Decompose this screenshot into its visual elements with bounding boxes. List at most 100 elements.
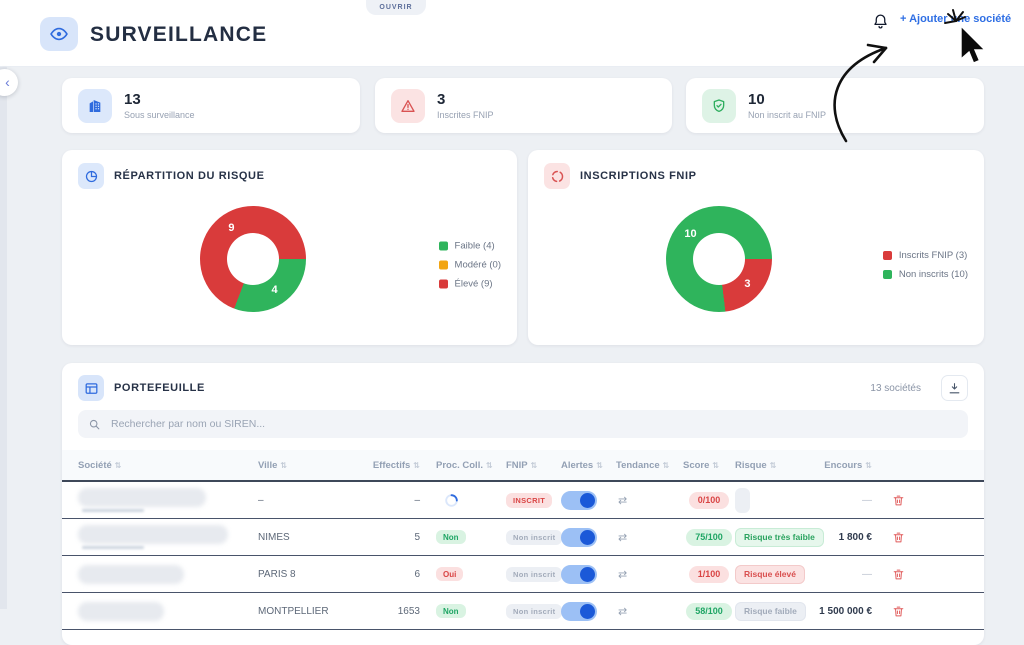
sidebar-collapse-button[interactable]: ‹: [0, 69, 18, 96]
delete-button[interactable]: [890, 603, 907, 620]
cell-societe: [78, 488, 258, 512]
legend-label: Inscrits FNIP (3): [898, 250, 968, 261]
cell-proc-coll: Non: [428, 530, 498, 544]
legend-item: Non inscrits (10): [882, 269, 968, 280]
redacted-company-siren: [82, 546, 144, 549]
chart-card: INSCRIPTIONS FNIP 3 10 Inscrits FNIP (3) N…: [528, 150, 984, 345]
alertes-toggle[interactable]: [561, 564, 597, 584]
chart-legend: Inscrits FNIP (3) Non inscrits (10): [882, 250, 968, 280]
column-header-proc-coll-[interactable]: Proc. Coll. ⇅: [428, 460, 498, 471]
loading-spinner-icon: [444, 493, 459, 508]
cell-risque: [735, 487, 832, 513]
download-button[interactable]: [941, 375, 968, 401]
column-header-fnip[interactable]: FNIP ⇅: [498, 460, 553, 471]
delete-button[interactable]: [890, 529, 907, 546]
cell-risque: Risque élevé: [735, 564, 832, 584]
page-left-edge: [0, 0, 7, 609]
tendance-icon: ⇄: [618, 494, 628, 507]
legend-swatch: [438, 241, 448, 251]
cell-alertes: [553, 564, 608, 584]
table-row[interactable]: PARIS 8 6 Oui Non inscrit ⇄ 1/100 Risque élevé…: [62, 556, 984, 593]
cell-societe: [78, 564, 258, 584]
cell-encours: 1 800 €: [838, 531, 872, 543]
table-row[interactable]: MONTPELLIER 1653 Non Non inscrit ⇄ 58/100 Risq…: [62, 593, 984, 630]
column-label: FNIP: [506, 459, 528, 471]
legend-label: Non inscrits (10): [898, 269, 968, 280]
alertes-toggle[interactable]: [561, 490, 597, 510]
stat-value: 3: [437, 90, 446, 108]
cell-alertes: [553, 601, 608, 621]
alert-triangle-icon: [391, 88, 425, 123]
stat-label: Non inscrit au FNIP: [748, 109, 827, 120]
redacted-company-siren: [82, 509, 144, 512]
table-header-row: Société ⇅ Ville ⇅ Effectifs ⇅ Proc. Coll. ⇅ FNIP…: [62, 450, 984, 482]
column-header-score[interactable]: Score ⇅: [683, 460, 735, 471]
cell-tendance: ⇄: [608, 494, 683, 507]
portfolio-title: PORTEFEUILLE: [114, 382, 205, 394]
column-header-alertes[interactable]: Alertes ⇅: [553, 460, 608, 471]
notifications-bell-icon[interactable]: [868, 9, 892, 33]
sort-icon: ⇅: [596, 460, 603, 470]
sort-icon: ⇅: [712, 460, 720, 470]
column-header-soci-t-[interactable]: Société ⇅: [78, 460, 258, 471]
legend-item: Modéré (0): [438, 259, 501, 271]
eye-icon: [40, 17, 78, 51]
column-header-tendance[interactable]: Tendance ⇅: [608, 460, 683, 471]
alertes-toggle[interactable]: [561, 527, 597, 547]
column-label: Ville: [258, 459, 278, 471]
legend-swatch: [438, 279, 448, 289]
cell-ville: NIMES: [258, 531, 290, 543]
cell-ville: PARIS 8: [258, 568, 296, 580]
table-row[interactable]: NIMES 5 Non Non inscrit ⇄ 75/100 Risque très f…: [62, 519, 984, 556]
sort-icon: ⇅: [769, 460, 777, 470]
trash-icon: [892, 605, 905, 618]
chart-legend: Faible (4) Modéré (0) Élevé (9): [438, 241, 501, 290]
delete-button[interactable]: [890, 492, 907, 509]
sort-icon: ⇅: [662, 460, 670, 470]
donut-slice-label: 4: [271, 284, 278, 297]
tab-ouvrir[interactable]: OUVRIR: [366, 0, 426, 15]
cell-alertes: [553, 527, 608, 547]
stat-value: 13: [124, 90, 141, 108]
stat-value: 10: [748, 90, 765, 108]
risque-badge: Risque élevé: [735, 564, 805, 584]
portfolio-card: PORTEFEUILLE 13 sociétés Société⇅Ville⇅E…: [62, 363, 984, 645]
tendance-icon: ⇄: [618, 531, 628, 544]
column-header-ville[interactable]: Ville ⇅: [258, 460, 383, 471]
societies-count: 13 sociétés: [870, 382, 921, 394]
redacted-company-name: [78, 564, 184, 584]
portfolio-header: PORTEFEUILLE 13 sociétés: [62, 363, 984, 410]
risque-badge: Risque faible: [735, 601, 806, 621]
delete-button[interactable]: [890, 566, 907, 583]
stat-card: 3 Inscrites FNIP: [375, 78, 672, 133]
column-header-encours[interactable]: Encours ⇅: [824, 460, 880, 471]
redacted-company-name: [78, 525, 228, 544]
column-label: Société: [78, 459, 112, 471]
chart-title: RÉPARTITION DU RISQUE: [114, 170, 265, 182]
donut-slice-label: 3: [744, 278, 751, 291]
redacted-company-name: [78, 601, 164, 621]
donut-chart: 3 10: [666, 206, 772, 312]
alertes-toggle[interactable]: [561, 601, 597, 621]
column-header-effectifs[interactable]: Effectifs ⇅: [373, 460, 428, 471]
tendance-icon: ⇄: [618, 568, 628, 581]
cell-fnip: Non inscrit: [498, 566, 563, 582]
table-body: – – INSCRIT ⇄ 0/100 — NIMES 5 Non Non inscrit ⇄ 75/…: [62, 482, 984, 630]
proc-coll-badge: Non: [436, 604, 466, 618]
stat-card: 10 Non inscrit au FNIP: [686, 78, 984, 133]
cell-effectifs: –: [414, 494, 420, 506]
cell-alertes: [553, 490, 608, 510]
table-row[interactable]: – – INSCRIT ⇄ 0/100 —: [62, 482, 984, 519]
column-label: Proc. Coll.: [436, 459, 483, 471]
column-header-risque[interactable]: Risque ⇅: [735, 460, 832, 471]
legend-label: Modéré (0): [454, 259, 501, 271]
fnip-badge: INSCRIT: [506, 492, 553, 508]
add-society-button[interactable]: + Ajouter une société: [900, 13, 1012, 25]
column-label: Alertes: [561, 459, 594, 471]
search-icon: [88, 418, 101, 431]
search-input[interactable]: [109, 417, 958, 431]
legend-swatch: [882, 251, 892, 260]
